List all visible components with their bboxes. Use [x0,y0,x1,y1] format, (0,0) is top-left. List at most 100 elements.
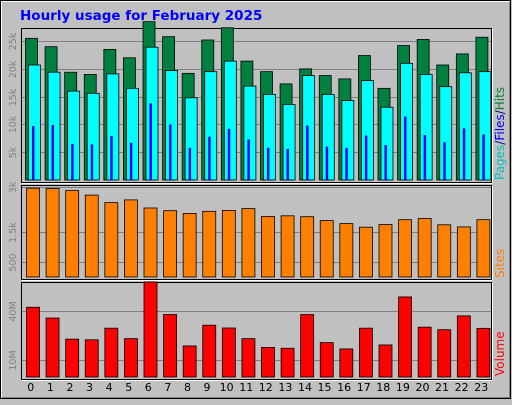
bar-sites [359,226,373,278]
bar-pages [169,124,172,180]
bar-sites [104,202,119,278]
bar-pages [71,143,74,180]
xtick-label: 8 [184,381,191,394]
panel-middle-ytick-label: 500 [8,253,19,271]
bar-files [204,71,218,181]
bar-files [400,62,413,181]
bar-volume [300,314,315,378]
xtick-label: 23 [474,381,488,394]
bar-sites [182,212,197,278]
xtick-label: 22 [455,381,469,394]
panel-top-ytick-label: 20k [8,60,19,78]
bar-pages [149,103,152,180]
xtick-label: 0 [27,381,34,394]
bar-pages [51,125,54,180]
xtick-label: 13 [278,381,292,394]
xtick-label: 18 [376,381,390,394]
bar-volume [339,348,354,378]
panel-bottom-ytick-label: 40M [8,301,19,321]
bar-files [106,73,120,181]
bar-pages [443,142,446,180]
xtick-label: 19 [396,381,410,394]
xtick-label: 20 [415,381,429,394]
bar-pages [384,145,387,180]
bar-files [321,94,335,181]
bar-volume [143,281,158,378]
bar-volume [202,324,217,378]
bar-files [184,97,198,181]
xtick-label: 2 [66,381,73,394]
bar-sites [241,208,256,278]
bar-sites [456,226,471,278]
bar-volume [398,296,412,378]
bar-files [341,100,355,181]
xtick-label: 10 [220,381,234,394]
bar-volume [261,347,275,378]
bar-files [458,72,472,181]
xtick-label: 1 [47,381,54,394]
bar-sites [319,220,334,278]
bar-volume [45,317,60,378]
bar-volume [84,339,99,378]
bar-sites [398,219,412,278]
bar-sites [300,216,315,278]
bar-files [380,106,394,181]
bar-pages [267,147,270,180]
bar-volume [65,338,80,378]
panel-top-frame [21,28,492,183]
panel-top-ytick-label: 5k [8,146,19,158]
panel-middle-ytick-label: 1.5k [8,222,19,243]
bar-sites [476,219,491,278]
xtick-label: 14 [298,381,312,394]
bottom-panel-ylabel: Volume [493,331,507,376]
bar-pages [129,142,133,180]
bar-pages [423,135,427,180]
bar-pages [462,128,466,180]
bar-files [165,70,178,181]
bar-volume [280,347,295,378]
middle-panel-ylabel: Sites [493,249,507,278]
bar-sites [65,190,80,278]
bar-files [478,71,492,181]
chart-title: Hourly usage for February 2025 [20,8,262,24]
bar-files [419,74,433,181]
bar-volume [124,338,138,378]
bar-volume [417,326,432,378]
bar-sites [124,199,138,278]
bar-volume [476,327,491,378]
bar-files [223,60,237,181]
bar-pages [404,116,407,180]
bar-files [439,86,453,181]
bar-sites [261,215,275,278]
xtick-label: 3 [86,381,93,394]
ylabel-files: Files [493,114,507,140]
bar-pages [32,126,35,180]
panel-top-ytick-label: 25k [8,32,19,50]
bar-pages [188,147,192,180]
bar-files [47,71,61,181]
top-panel-ylabel: Pages/Files/Hits [493,87,507,180]
bar-pages [110,136,113,180]
bar-files [282,104,296,181]
bar-files [243,85,257,181]
bar-sites [202,210,217,278]
bar-sites [280,215,295,278]
bar-pages [227,128,231,180]
bar-files [126,87,139,181]
bar-files [145,46,159,181]
bar-files [361,80,374,181]
bar-sites [26,187,40,278]
xtick-label: 21 [435,381,449,394]
bar-volume [182,345,197,378]
bar-files [86,92,100,181]
bar-sites [221,209,236,278]
xtick-label: 7 [164,381,171,394]
bar-pages [208,136,211,180]
bar-volume [359,327,373,378]
ylabel-slash-1: / [493,140,507,145]
xtick-label: 6 [145,381,152,394]
panel-bottom-ytick-label: 10M [8,350,19,370]
bar-pages [325,146,329,180]
